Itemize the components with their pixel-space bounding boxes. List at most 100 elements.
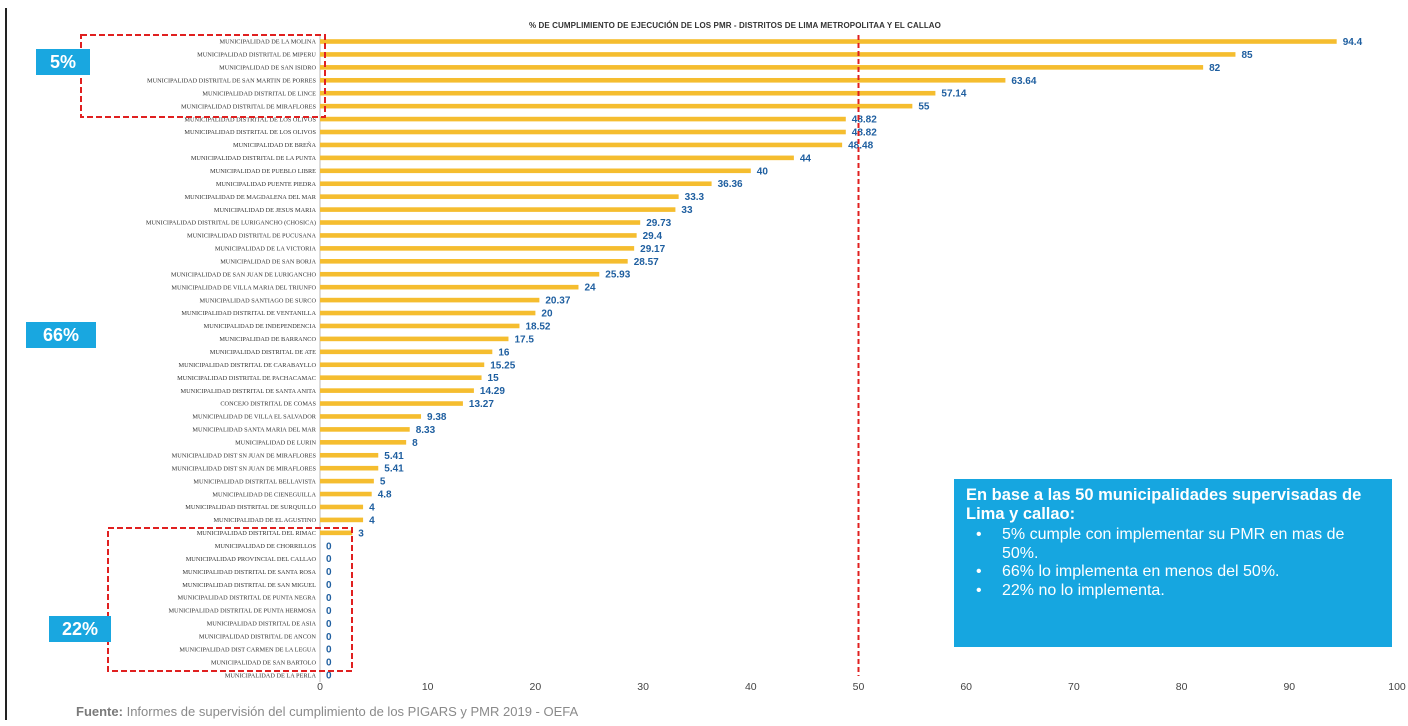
value-label: 0 [326,567,332,578]
category-label: MUNICIPALIDAD DISTRITAL DE LOS OLIVOS [184,129,316,136]
value-label: 40 [757,166,769,177]
bar [320,271,600,277]
category-label: MUNICIPALIDAD DISTRITAL DE LINCE [202,90,316,97]
category-label: MUNICIPALIDAD DISTRITAL DE PUNTA NEGRA [178,595,317,602]
value-label: 36.36 [718,179,743,190]
category-label: MUNICIPALIDAD DISTRITAL DE ASIA [207,621,317,628]
bar [320,90,936,96]
category-label: MUNICIPALIDAD DIST CARMEN DE LA LEGUA [179,646,316,653]
value-label: 0 [326,645,332,656]
category-label: MUNICIPALIDAD DISTRITAL DE SAN MARTIN DE… [147,77,317,84]
bar [320,401,463,406]
category-label: MUNICIPALIDAD DISTRITAL DE LOS OLIVOS [184,116,316,123]
value-label: 48.48 [848,140,873,151]
bar [320,116,846,122]
bar [320,142,843,148]
value-label: 0 [326,554,332,565]
category-label: MUNICIPALIDAD DISTRITAL DE VENTANILLA [181,310,316,317]
category-label: MUNICIPALIDAD DE LA MOLINA [220,39,317,46]
category-label: MUNICIPALIDAD DISTRITAL DE PACHACAMAC [177,375,316,382]
category-label: MUNICIPALIDAD DE SAN BORJA [220,259,316,266]
bar [320,181,712,187]
bar [320,52,1236,57]
category-label: MUNICIPALIDAD DIST SN JUAN DE MIRAFLORES [172,452,317,459]
group-badge-bottom: 22% [49,616,111,642]
x-tick-label: 50 [853,681,865,693]
value-label: 57.14 [941,89,966,100]
group-badge-middle: 66% [26,322,96,348]
category-label: MUNICIPALIDAD DISTRITAL DE SAN MIGUEL [182,582,316,589]
category-label: MUNICIPALIDAD DE SAN JUAN DE LURIGANCHO [171,271,317,278]
bar [320,246,635,251]
bar [320,349,493,355]
bar [320,504,364,510]
category-label: MUNICIPALIDAD DIST SN JUAN DE MIRAFLORES [172,465,317,472]
value-label: 8.33 [416,425,436,436]
highlight-box-top [80,34,326,118]
x-tick-label: 70 [1068,681,1080,693]
category-label: MUNICIPALIDAD DE BARRANCO [219,336,316,343]
bar [320,39,1337,44]
category-label: MUNICIPALIDAD DE SAN ISIDRO [219,65,316,72]
category-label: MUNICIPALIDAD DE CHORRILLOS [215,543,317,550]
value-label: 55 [918,102,930,113]
chart-title: % DE CUMPLIMIENTO DE EJECUCIÓN DE LOS PM… [528,21,942,30]
category-label: MUNICIPALIDAD DISTRITAL DE LURIGANCHO (C… [146,220,316,227]
value-label: 8 [412,438,418,449]
value-label: 9.38 [427,412,447,423]
value-label: 4 [369,502,375,513]
value-label: 15.25 [490,360,515,371]
category-label: MUNICIPALIDAD PUENTE PIEDRA [216,181,317,188]
page-left-rule [5,8,7,720]
x-tick-label: 80 [1176,681,1188,693]
value-label: 0 [326,541,332,552]
value-label: 13.27 [469,399,494,410]
category-label: MUNICIPALIDAD DISTRITAL DE PUNTA HERMOSA [168,608,316,615]
x-tick-label: 60 [960,681,972,693]
value-label: 25.93 [605,270,630,281]
bar [320,233,637,238]
category-label: MUNICIPALIDAD DISTRITAL DE MIPERU [197,52,316,59]
source-text: Informes de supervisión del cumplimiento… [126,704,579,719]
value-label: 3 [358,528,364,539]
x-tick-label: 10 [422,681,434,693]
value-label: 5.41 [384,451,404,462]
category-label: MUNICIPALIDAD DE VILLA EL SALVADOR [192,414,316,421]
bar [320,375,482,380]
category-label: MUNICIPALIDAD DE EL AGUSTINO [213,517,316,524]
x-tick-label: 90 [1283,681,1295,693]
source-label: Fuente: [76,704,123,719]
value-label: 17.5 [514,334,534,345]
bar [320,323,520,329]
bar [320,530,353,536]
value-label: 16 [498,347,510,358]
bar [320,388,474,393]
bar [320,517,364,523]
value-label: 5.41 [384,464,404,475]
x-tick-label: 40 [745,681,757,693]
bar [320,427,410,432]
value-label: 4.8 [378,490,392,501]
bar [320,452,379,458]
category-label: MUNICIPALIDAD DE JESUS MARIA [214,207,317,214]
category-label: MUNICIPALIDAD SANTA MARIA DEL MAR [192,427,316,434]
category-label: MUNICIPALIDAD DISTRITAL DE SURQUILLO [185,504,316,511]
bar [320,77,1006,83]
category-label: MUNICIPALIDAD PROVINCIAL DEL CALLAO [186,556,317,563]
category-label: MUNICIPALIDAD DISTRITAL DE LA PUNTA [191,155,317,162]
x-tick-label: 100 [1388,681,1406,693]
x-tick-label: 20 [530,681,542,693]
category-label: MUNICIPALIDAD DISTRITAL DEL RIMAC [197,530,316,537]
value-label: 85 [1241,50,1253,61]
category-label: MUNICIPALIDAD DE SAN BARTOLO [211,659,317,666]
bar [320,284,579,290]
value-label: 0 [326,619,332,630]
source-note: Fuente: Informes de supervisión del cump… [76,704,578,719]
value-label: 0 [326,632,332,643]
value-label: 44 [800,153,812,164]
value-label: 0 [326,671,332,682]
value-label: 0 [326,658,332,669]
category-label: MUNICIPALIDAD DE LA PERLA [225,672,317,679]
bar [320,414,422,419]
